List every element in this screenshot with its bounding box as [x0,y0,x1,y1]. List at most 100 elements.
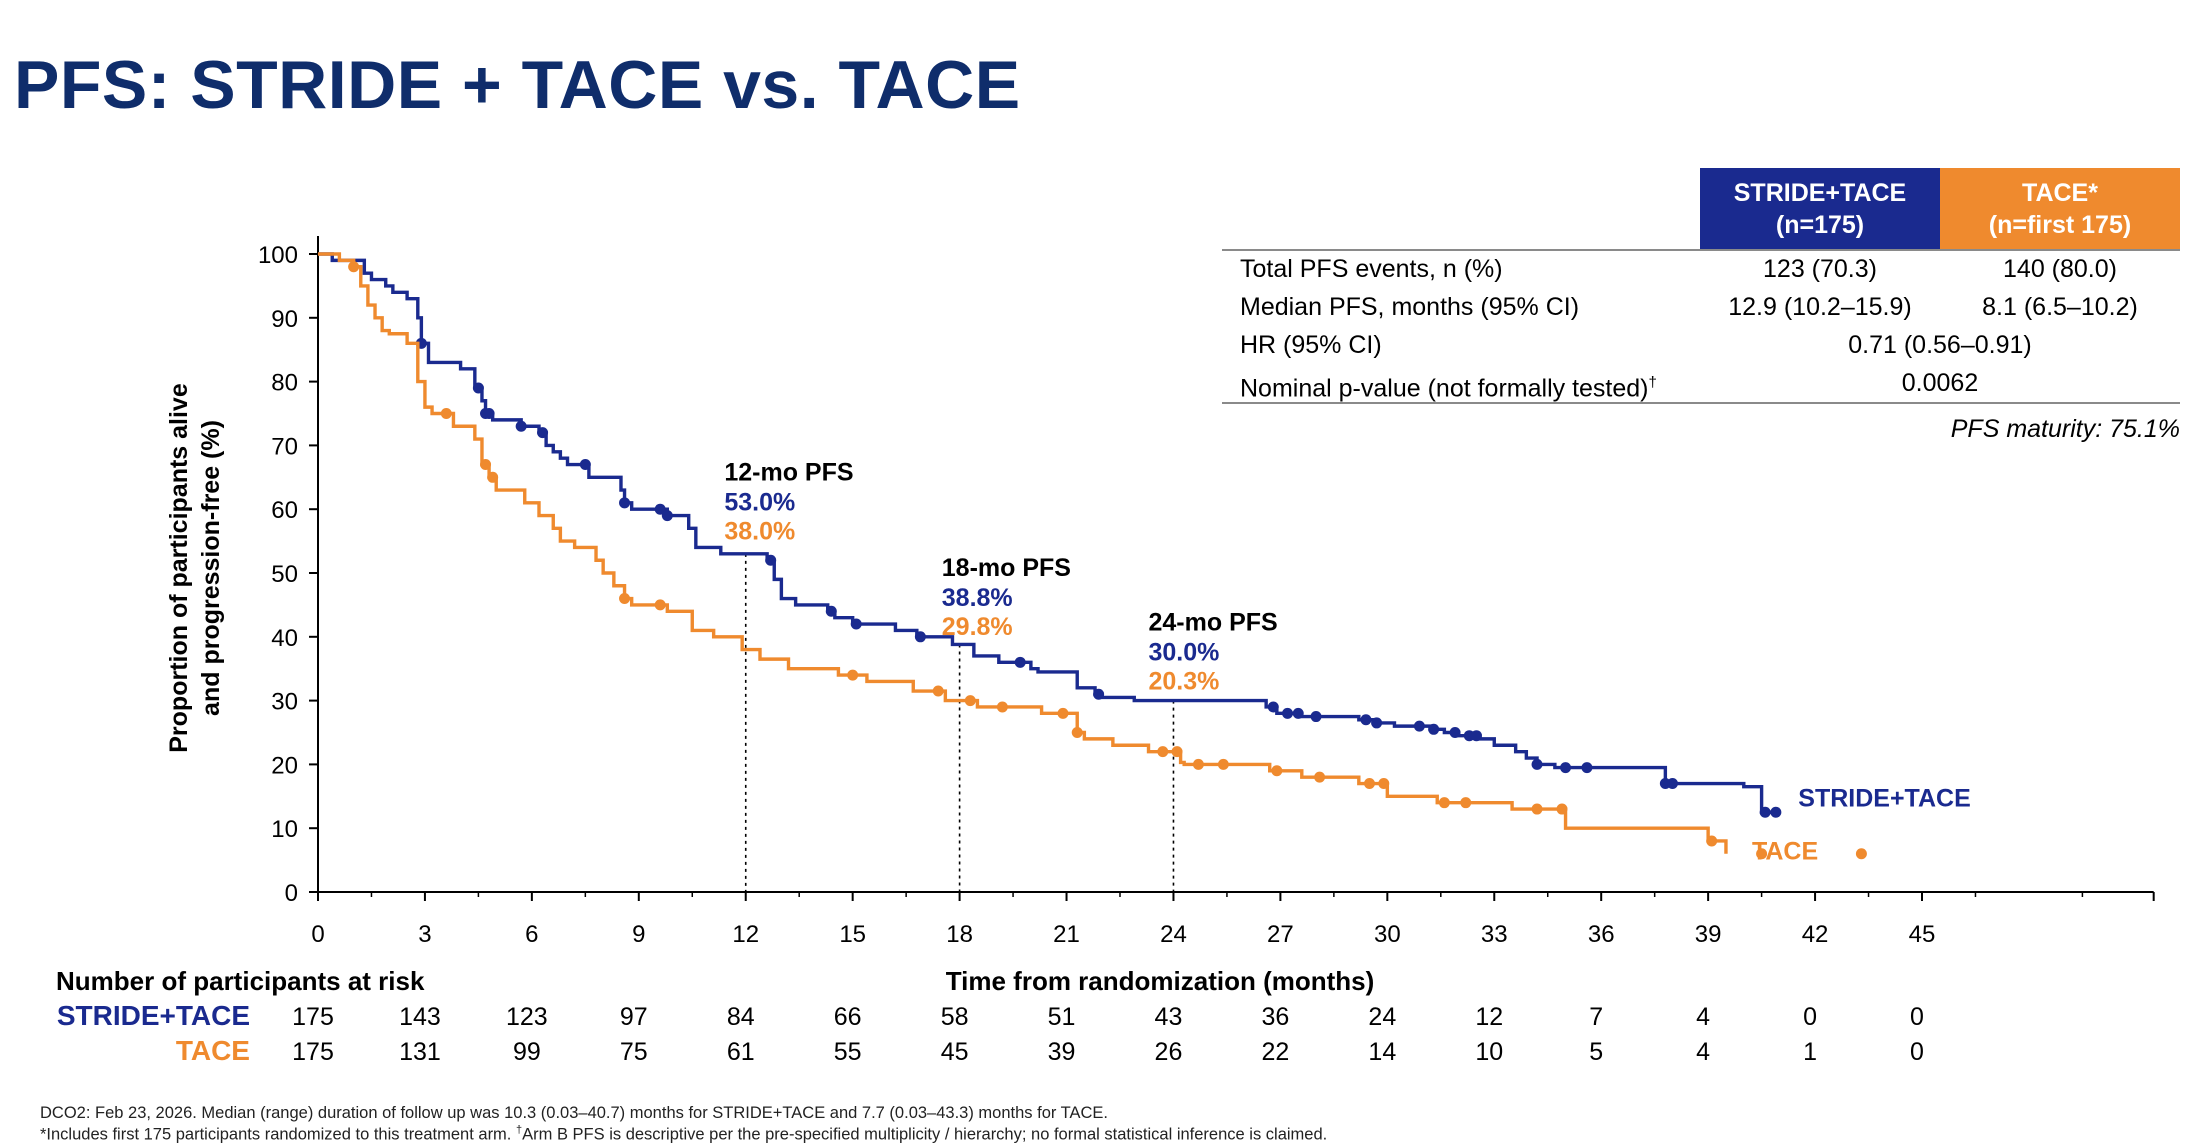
censor-marker-stride [1581,762,1593,774]
x-tick-label: 42 [1802,921,1829,948]
censor-marker-stride [1428,723,1440,735]
censor-marker-stride [537,427,549,439]
censor-marker-tace [654,599,666,611]
censor-marker-stride [661,510,673,522]
censor-marker-stride [483,408,495,419]
at-risk-value-tace: 1 [1803,1038,1818,1066]
censor-marker-tace [1192,758,1204,770]
row-label: HR (95% CI) [1240,331,1382,359]
censor-marker-stride [1310,711,1322,723]
table-row-median: Median PFS, months (95% CI) 12.9 (10.2–1… [1240,288,2180,326]
at-risk-value-stride: 4 [1696,1003,1711,1031]
censor-marker-stride [1014,656,1026,668]
censor-marker-stride [1560,762,1572,774]
censor-marker-tace [1531,803,1543,815]
censor-marker-stride [1292,707,1304,719]
censor-marker-stride [765,554,777,566]
censor-marker-stride [579,459,591,471]
censor-marker-tace [487,471,499,483]
at-risk-value-tace: 0 [1910,1038,1924,1066]
series-line-tace [318,252,1728,854]
x-axis-title: Time from randomization (months) [946,966,1375,996]
x-tick-label: 45 [1909,921,1936,948]
censor-marker-stride [472,382,484,394]
at-risk-value-stride: 51 [1047,1003,1076,1031]
footnote-dagger: † [515,1124,523,1136]
landmark-tace-value: 20.3% [1149,667,1220,695]
dagger-mark: † [1648,374,1657,391]
landmark-lines [744,553,1175,892]
x-tick-label: 6 [525,921,538,948]
censor-marker-stride [1770,806,1782,818]
at-risk-value-tace: 99 [512,1038,541,1066]
x-tick-label: 18 [946,921,973,948]
at-risk-value-stride: 58 [940,1003,969,1031]
landmark-title: 18-mo PFS [942,554,1071,582]
row-tace-value: 8.1 (6.5–10.2) [1982,293,2138,321]
x-tick-label: 27 [1267,921,1294,948]
page-title: PFS: STRIDE + TACE vs. TACE [14,47,1021,123]
x-tick-label: 33 [1481,921,1508,948]
landmark-stride-value: 38.8% [942,584,1013,612]
censor-marker-tace [1271,765,1283,777]
at-risk-label-tace: TACE [175,1035,250,1066]
censor-marker-stride [1470,730,1482,742]
at-risk-value-stride: 84 [726,1003,755,1031]
at-risk-title: Number of participants at risk [56,966,425,996]
header-stride-n: (n=175) [1775,211,1865,239]
y-tick-label: 100 [258,242,298,269]
x-tick-label: 30 [1374,921,1401,948]
x-tick-label: 9 [632,921,645,948]
censor-marker-tace [996,701,1008,713]
at-risk-value-stride: 7 [1589,1003,1604,1031]
row-stride-value: 12.9 (10.2–15.9) [1728,293,1912,321]
x-tick-label: 21 [1053,921,1080,948]
censor-marker-tace [1378,778,1390,790]
at-risk-value-stride: 123 [506,1003,548,1031]
at-risk-label-stride: STRIDE+TACE [56,1000,250,1031]
x-tick-label: 3 [418,921,431,948]
censor-marker-stride [1449,727,1461,738]
censor-marker-stride [1666,778,1678,790]
series-end-label-stride: STRIDE+TACE [1798,784,1970,812]
at-risk-value-tace: 55 [833,1038,862,1066]
y-tick-label: 10 [271,816,298,843]
censor-marker-tace [1460,797,1472,809]
at-risk-value-stride: 66 [833,1003,862,1031]
censor-marker-stride [619,497,631,509]
at-risk-value-tace: 175 [292,1038,334,1066]
censor-marker-stride [1282,707,1294,719]
row-label: Total PFS events, n (%) [1240,255,1503,283]
x-tick-label: 0 [311,921,324,948]
censor-marker-tace [932,685,944,697]
at-risk-value-tace: 39 [1047,1038,1076,1066]
series-end-label-tace: TACE [1752,838,1818,866]
censor-marker-stride [914,631,926,643]
censor-marker-tace [1438,797,1450,809]
header-tace-n: (n=first 175) [1988,211,2132,239]
table-row-hr: HR (95% CI) 0.71 (0.56–0.91) [1240,326,2180,364]
y-tick-label: 50 [271,561,298,588]
censor-marker-stride [1759,806,1771,818]
y-tick-label: 30 [271,689,298,716]
censor-marker-stride [1267,701,1279,713]
x-tick-label: 24 [1160,921,1187,948]
censor-marker-stride [1093,688,1105,700]
pfs-maturity: PFS maturity: 75.1% [1950,415,2180,443]
at-risk-value-stride: 0 [1803,1003,1818,1031]
x-tick-label: 15 [839,921,866,948]
censor-marker-tace [348,261,360,273]
at-risk-value-tace: 26 [1154,1038,1183,1066]
censor-marker-tace [619,593,631,605]
at-risk-value-tace: 75 [619,1038,648,1066]
y-tick-label: 80 [271,370,298,397]
censor-marker-stride [1531,758,1543,770]
series-line-stride [318,252,1773,814]
at-risk-value-tace: 14 [1368,1038,1397,1066]
x-tick-label: 12 [732,921,759,948]
at-risk-value-stride: 24 [1368,1003,1397,1031]
at-risk-value-stride: 0 [1910,1003,1924,1031]
y-axis-title: Proportion of participants alive and prog… [165,383,225,753]
row-tace-value: 140 (80.0) [2003,255,2117,283]
row-combined-value: 0.71 (0.56–0.91) [1848,331,2032,359]
